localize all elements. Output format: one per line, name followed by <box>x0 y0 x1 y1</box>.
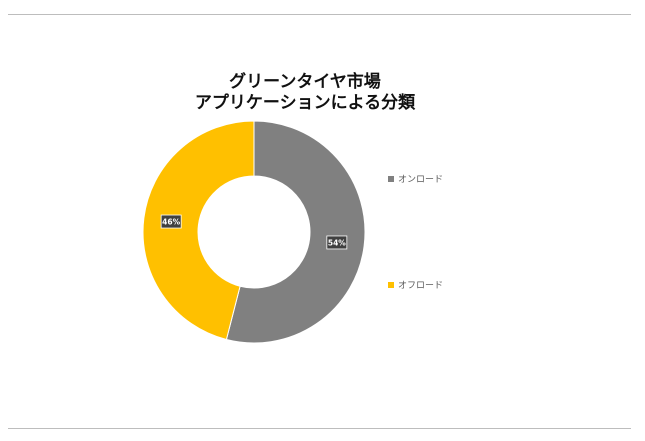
chart-title-line-2: アプリケーションによる分類 <box>194 93 416 113</box>
donut-slice-onroad <box>225 120 366 344</box>
legend-swatch-offroad <box>388 281 394 288</box>
chart-title-line-1: グリーンタイヤ市場 <box>229 72 381 92</box>
chart-title: グリーンタイヤ市場 アプリケーションによる分類 <box>120 72 490 114</box>
legend-item-onroad: オンロード <box>388 172 443 185</box>
legend-label-offroad: オフロード <box>398 281 444 291</box>
data-label-text: 46% <box>162 218 180 227</box>
legend-item-offroad: オフロード <box>388 278 443 291</box>
legend-label-onroad: オンロード <box>398 175 444 185</box>
data-label-box <box>160 214 182 229</box>
data-label-offroad: 46% <box>160 214 182 229</box>
legend-swatch-onroad <box>388 175 394 182</box>
data-label-onroad: 54% <box>326 235 348 250</box>
data-label-text: 54% <box>328 238 346 247</box>
data-label-box <box>326 235 348 250</box>
bottom-divider <box>8 428 631 429</box>
top-divider <box>8 14 631 15</box>
donut-slice-offroad <box>142 120 255 341</box>
